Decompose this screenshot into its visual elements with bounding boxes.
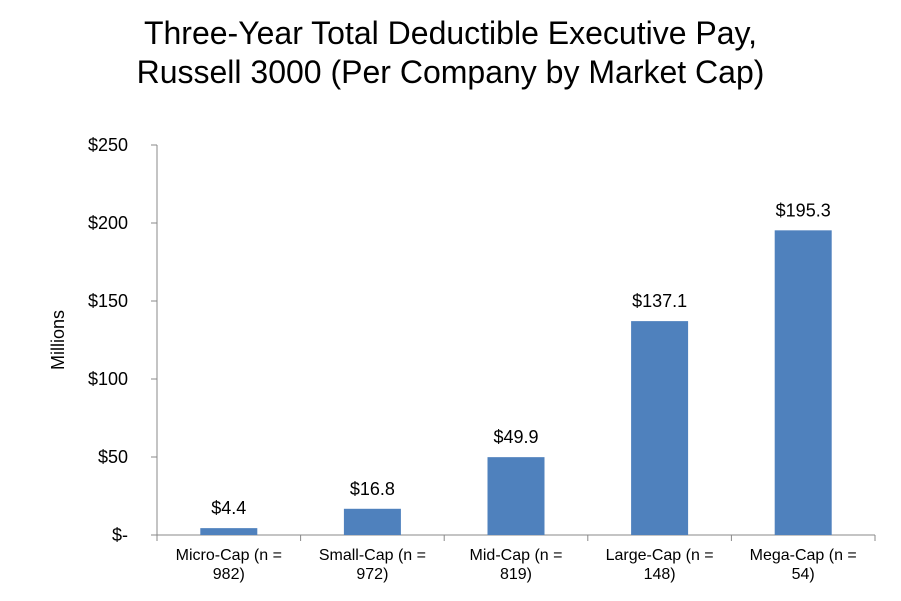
x-ticks bbox=[156, 535, 876, 541]
y-axis-label: Millions bbox=[48, 310, 68, 370]
category-label: 982) bbox=[213, 566, 245, 583]
category-label: 148) bbox=[644, 566, 676, 583]
category-label: 819) bbox=[500, 566, 532, 583]
category-labels: Micro-Cap (n = 982) Small-Cap (n = 972) Mid-… bbox=[176, 547, 857, 583]
bar-value-label: $195.3 bbox=[776, 200, 831, 220]
y-tick-label: $50 bbox=[98, 447, 128, 467]
bar bbox=[343, 508, 401, 535]
bar bbox=[631, 321, 689, 535]
category-label: Large-Cap (n = bbox=[606, 547, 714, 564]
y-tick-label: $100 bbox=[88, 369, 128, 389]
bar-value-label: $16.8 bbox=[350, 479, 395, 499]
bar bbox=[487, 457, 545, 535]
category-label: Mid-Cap (n = bbox=[470, 547, 563, 564]
bar bbox=[200, 528, 258, 535]
category-label: Mega-Cap (n = bbox=[750, 547, 857, 564]
category-label: Small-Cap (n = bbox=[319, 547, 426, 564]
chart-title-line-1: Three-Year Total Deductible Executive Pa… bbox=[143, 15, 758, 51]
category-label: 54) bbox=[792, 566, 815, 583]
category-label: Micro-Cap (n = bbox=[176, 547, 282, 564]
category-label: 972) bbox=[356, 566, 388, 583]
y-tick-label: $200 bbox=[88, 213, 128, 233]
bars bbox=[200, 230, 832, 535]
y-ticks: $- $50 $100 $150 $200 $250 bbox=[88, 135, 157, 545]
y-tick-label: $250 bbox=[88, 135, 128, 155]
bar-value-label: $49.9 bbox=[493, 427, 538, 447]
data-labels: $4.4 $16.8 $49.9 $137.1 $195.3 bbox=[211, 200, 830, 518]
bar bbox=[774, 230, 832, 535]
y-tick-label: $150 bbox=[88, 291, 128, 311]
y-tick-label: $- bbox=[112, 525, 128, 545]
chart-title-line-2: Russell 3000 (Per Company by Market Cap) bbox=[136, 54, 765, 90]
bar-value-label: $137.1 bbox=[632, 291, 687, 311]
bar-value-label: $4.4 bbox=[211, 498, 246, 518]
chart-title: Three-Year Total Deductible Executive Pa… bbox=[0, 14, 901, 92]
